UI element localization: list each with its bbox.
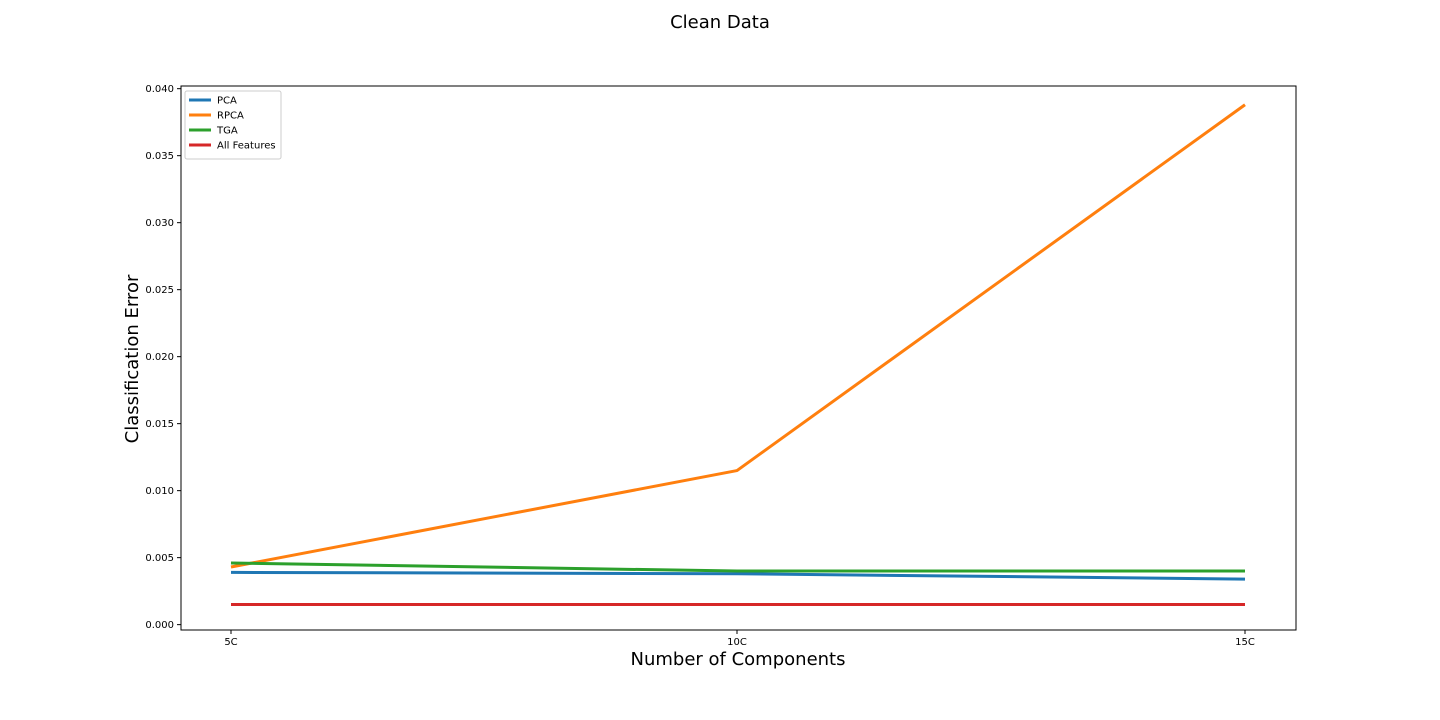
legend: PCA RPCA TGA All Features [184,90,282,160]
y-axis-label: Classification Error [122,274,143,443]
y-tick-label: 0.035 [145,151,174,162]
plot-frame [180,85,1297,631]
y-tick-label: 0.015 [145,419,174,430]
x-tick-label: 15C [1235,637,1255,648]
legend-label: RPCA [217,111,244,122]
legend-label: All Features [217,141,276,152]
y-tick-label: 0.005 [145,553,174,564]
y-axis-ticks: 0.000 0.005 0.010 0.015 0.020 0.025 0.030 0.035… [145,84,181,631]
y-tick-label: 0.020 [145,352,174,363]
y-tick-label: 0.030 [145,218,174,229]
y-tick-label: 0.025 [145,285,174,296]
chart-title: Clean Data [670,12,770,33]
x-axis-label: Number of Components [631,649,846,670]
y-tick-label: 0.010 [145,486,174,497]
series-lines [230,103,1246,607]
y-tick-label: 0.000 [145,620,174,631]
y-tick-label: 0.040 [145,84,174,95]
series-line-pca [230,570,1246,581]
legend-box [184,90,282,160]
legend-label: PCA [217,96,237,107]
x-tick-label: 10C [727,637,747,648]
series-line-rpca [230,103,1246,569]
x-axis-ticks: 5C 10C 15C [224,630,1255,648]
legend-label: TGA [216,126,238,137]
x-tick-label: 5C [224,637,237,648]
plot-area [180,85,1297,631]
series-line-tga [230,561,1245,573]
